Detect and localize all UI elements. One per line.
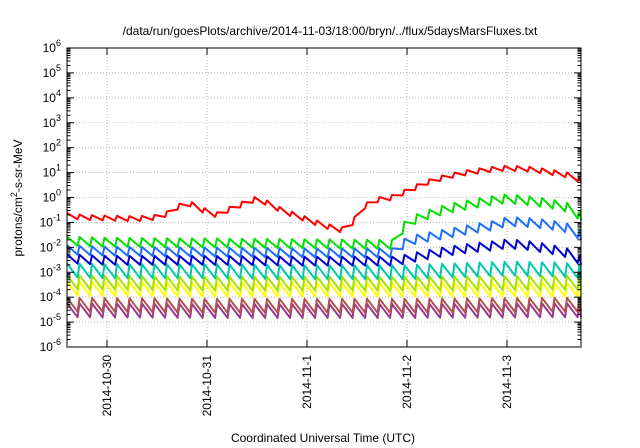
y-axis-labels: 10-6 10-5 10-4 10-3 10-2 10-1 100 101 102 103 104 1… <box>40 38 61 354</box>
series-line <box>66 260 582 281</box>
x-axis-title: Coordinated Universal Time (UTC) <box>231 431 415 445</box>
x-axis-labels: 2014-10-30 2014-10-31 2014-11-1 2014-11-2 20… <box>100 355 514 417</box>
x-tick-label: 2014-11-3 <box>500 355 514 409</box>
y-tick-label: 10-3 <box>40 262 61 279</box>
y-tick-label: 103 <box>43 113 61 130</box>
y-tick-label: 101 <box>43 163 61 180</box>
y-tick-label: 106 <box>43 38 61 55</box>
y-tick-label: 104 <box>43 88 61 105</box>
y-tick-label: 105 <box>43 63 61 80</box>
x-tick-label: 2014-11-2 <box>400 355 414 409</box>
y-tick-label: 102 <box>43 138 61 155</box>
series-line <box>66 164 582 233</box>
y-tick-label: 10-6 <box>40 337 61 354</box>
series-line <box>66 216 582 259</box>
y-axis-title: protons/cm2-s-sr-MeV <box>9 139 25 256</box>
chart-title: /data/run/goesPlots/archive/2014-11-03/1… <box>123 24 538 38</box>
ticks-layer <box>67 47 581 348</box>
grid <box>67 48 581 347</box>
x-tick-label: 2014-11-1 <box>300 355 314 409</box>
x-tick-label: 2014-10-30 <box>100 355 114 417</box>
y-axis-title-suffix: -s-sr-MeV <box>11 139 25 192</box>
series-line <box>66 238 582 267</box>
series-line <box>66 296 582 314</box>
series-line <box>66 193 582 250</box>
y-tick-label: 10-1 <box>40 212 61 229</box>
series-line <box>66 274 582 292</box>
y-tick-label: 10-4 <box>40 287 61 304</box>
y-tick-label: 100 <box>43 188 61 205</box>
y-tick-label: 10-2 <box>40 237 61 254</box>
y-tick-label: 10-5 <box>40 312 61 329</box>
y-axis-title-sup: 2 <box>9 192 19 197</box>
series-layer <box>66 164 582 319</box>
x-tick-label: 2014-10-31 <box>200 355 214 417</box>
y-axis-title-prefix: protons/cm <box>11 197 25 256</box>
